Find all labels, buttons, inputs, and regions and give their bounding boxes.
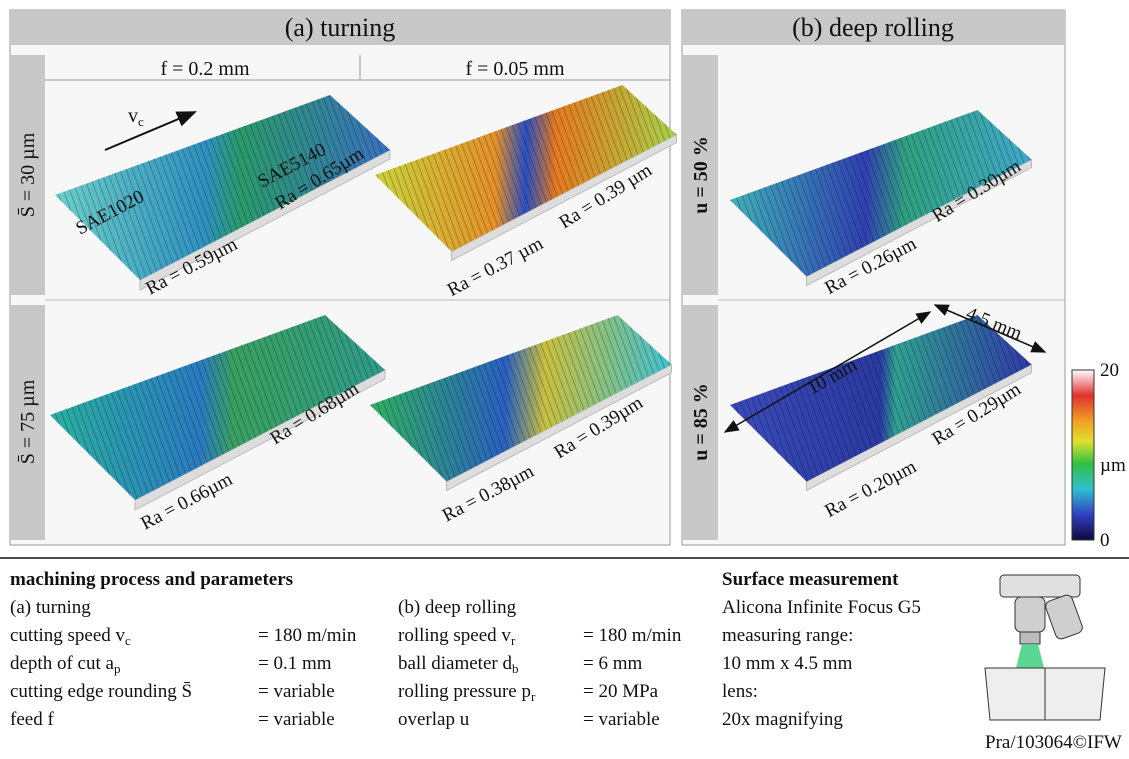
param-label-text: ball diameter d bbox=[398, 653, 512, 674]
colorbar bbox=[1072, 370, 1094, 540]
row-label: u = 50 % bbox=[690, 136, 712, 214]
param-sub: r bbox=[531, 689, 536, 704]
param-label: feed f bbox=[10, 709, 54, 730]
column-header: f = 0.2 mm bbox=[160, 58, 249, 80]
param-label: cutting speed vc bbox=[10, 625, 131, 648]
param-label-text: depth of cut a bbox=[10, 653, 115, 674]
param-value: = 180 m/min bbox=[258, 625, 357, 646]
param-label-text: cutting edge rounding S̄ bbox=[10, 681, 192, 702]
param-label: rolling speed vr bbox=[398, 625, 516, 648]
measurement-line: measuring range: bbox=[722, 625, 853, 646]
param-sub: b bbox=[512, 661, 519, 676]
section-title: Surface measurement bbox=[722, 569, 899, 590]
measurement-line: 10 mm x 4.5 mm bbox=[722, 653, 853, 674]
panel-b bbox=[682, 10, 1065, 545]
caption: Pra/103064©IFW bbox=[985, 732, 1122, 753]
colorbar-label: 0 bbox=[1100, 530, 1110, 551]
section-title: machining process and parameters bbox=[10, 569, 293, 590]
param-label: depth of cut ap bbox=[10, 653, 120, 676]
panel-title: (b) deep rolling bbox=[792, 13, 954, 42]
param-label: ball diameter db bbox=[398, 653, 518, 676]
param-value: = variable bbox=[258, 681, 335, 702]
param-value: = variable bbox=[258, 709, 335, 730]
figure: (a) turning (b) deep rolling f = 0.2 mm … bbox=[0, 0, 1129, 754]
param-label: overlap u bbox=[398, 709, 470, 730]
panel-title: (a) turning bbox=[285, 13, 395, 42]
row-label: S̄ = 30 µm bbox=[17, 132, 39, 217]
param-value: = 0.1 mm bbox=[258, 653, 332, 674]
colorbar-label: µm bbox=[1100, 455, 1126, 476]
measurement-line: lens: bbox=[722, 681, 758, 702]
feed-label: v bbox=[128, 105, 138, 127]
param-value: = 20 MPa bbox=[583, 681, 659, 702]
param-label-text: rolling speed v bbox=[398, 625, 511, 646]
param-value: = 6 mm bbox=[583, 653, 642, 674]
param-label-text: overlap u bbox=[398, 709, 470, 730]
param-label: cutting edge rounding S̄ bbox=[10, 681, 192, 702]
measurement-line: 20x magnifying bbox=[722, 709, 843, 730]
param-sub: r bbox=[511, 633, 516, 648]
column-header: f = 0.05 mm bbox=[465, 58, 564, 80]
param-label: rolling pressure pr bbox=[398, 681, 536, 704]
row-label: S̄ = 75 µm bbox=[17, 379, 39, 464]
param-label-text: cutting speed v bbox=[10, 625, 126, 646]
colorbar-label: 20 bbox=[1100, 360, 1119, 381]
param-sub: c bbox=[125, 633, 131, 648]
feed-sub: c bbox=[138, 114, 144, 129]
param-value: = variable bbox=[583, 709, 660, 730]
param-heading: (a) turning bbox=[10, 597, 91, 618]
param-sub: p bbox=[114, 661, 121, 676]
row-label: u = 85 % bbox=[690, 383, 712, 461]
microscope-icon bbox=[985, 575, 1105, 720]
param-label-text: rolling pressure p bbox=[398, 681, 531, 702]
param-value: = 180 m/min bbox=[583, 625, 682, 646]
measurement-line: Alicona Infinite Focus G5 bbox=[722, 597, 921, 618]
param-heading: (b) deep rolling bbox=[398, 597, 517, 618]
param-label-text: feed f bbox=[10, 709, 54, 730]
